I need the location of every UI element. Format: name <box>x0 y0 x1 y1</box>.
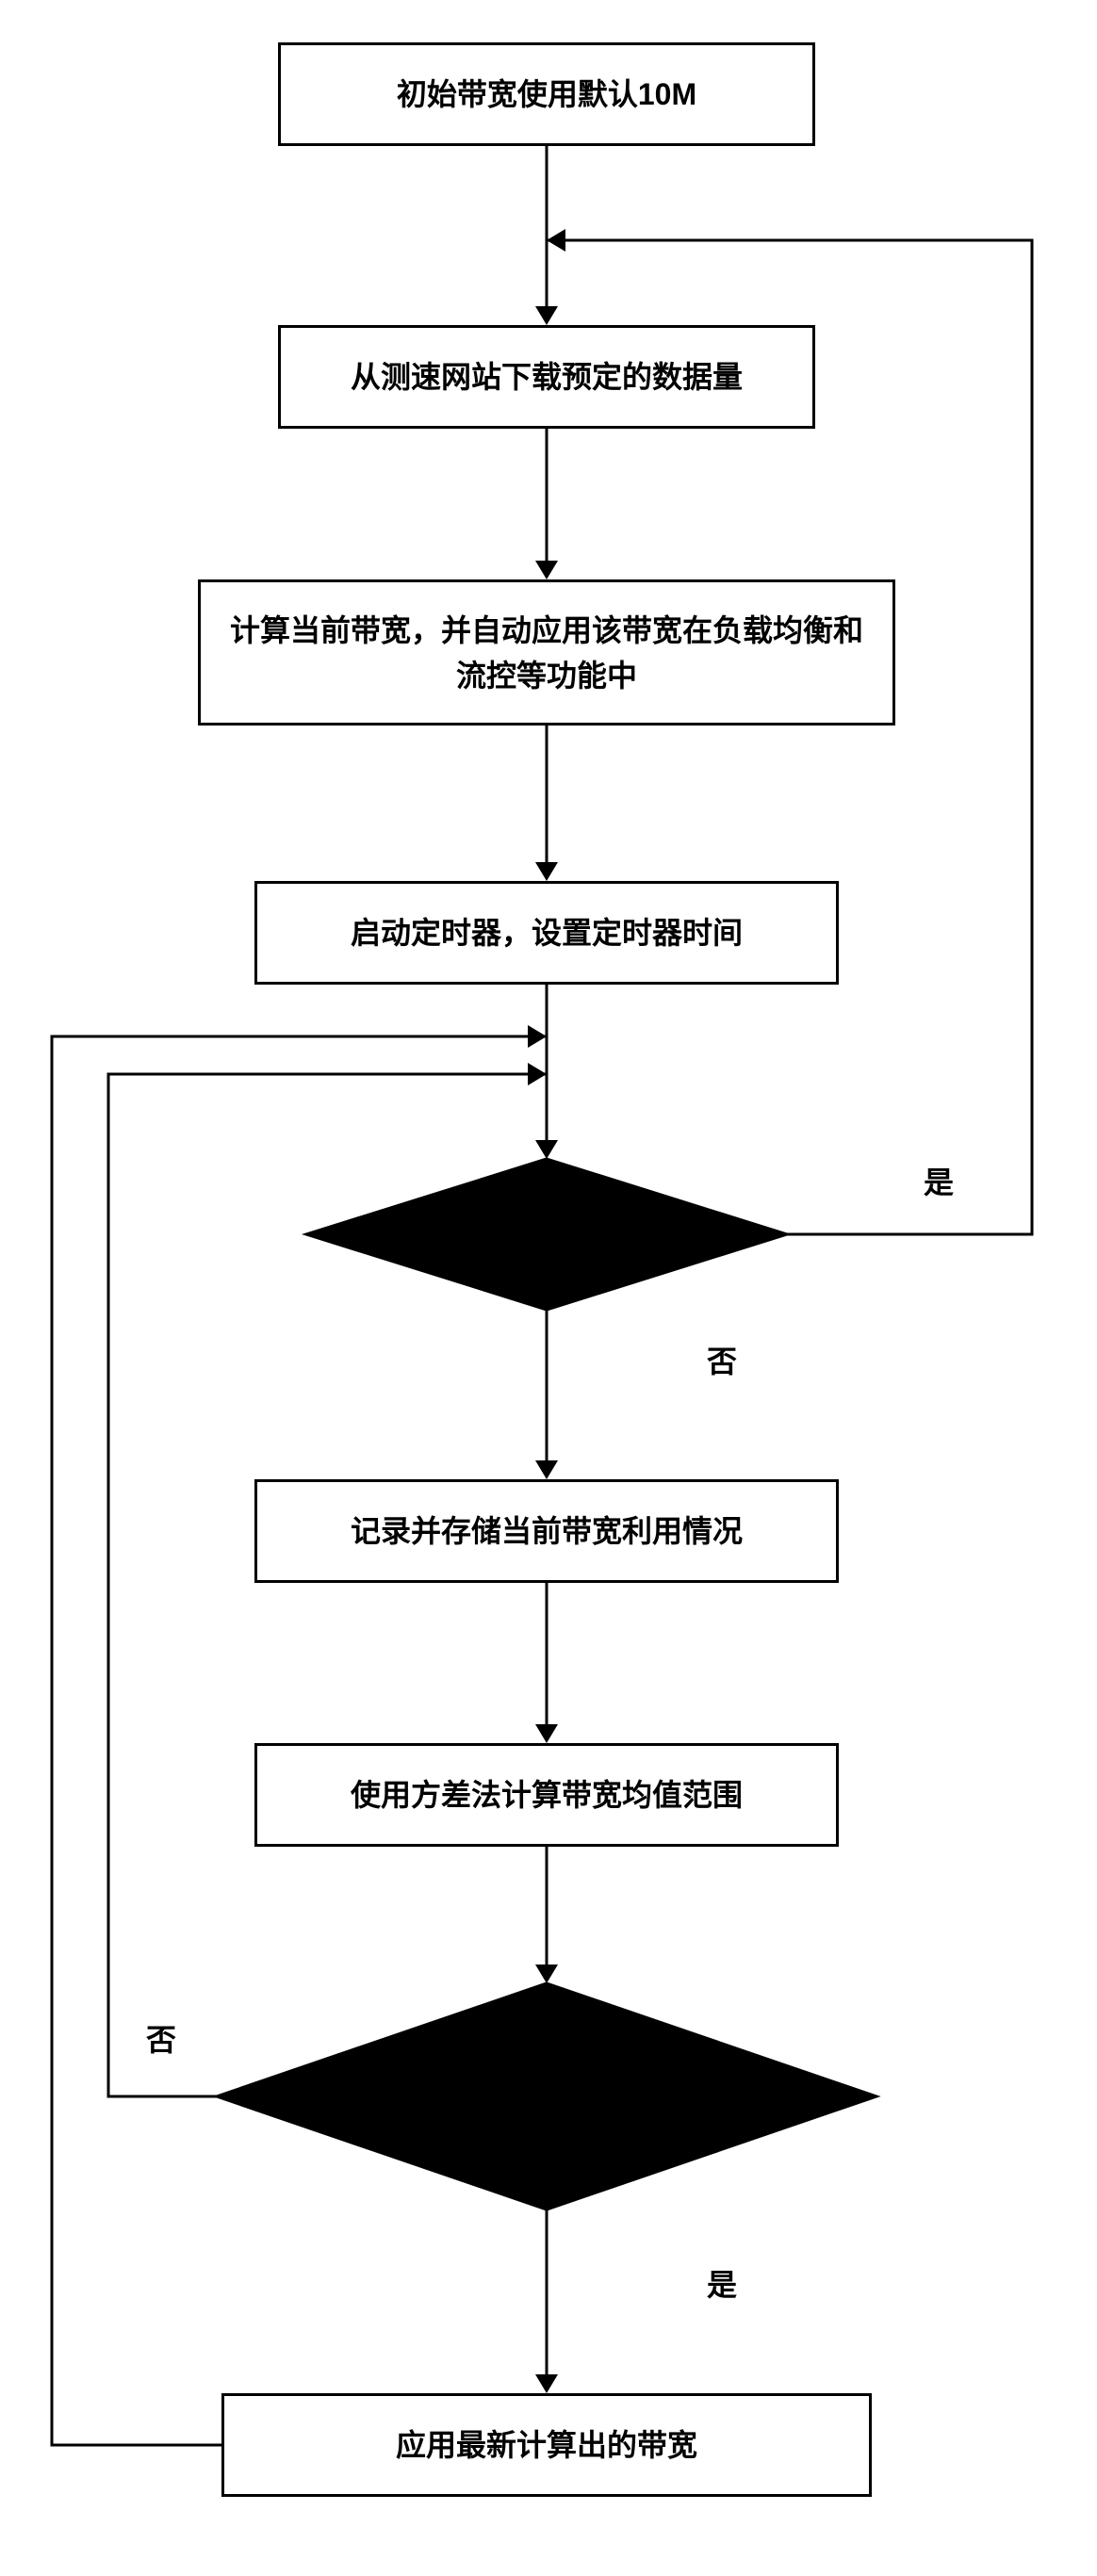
flowchart-container: 初始带宽使用默认10M 从测速网站下载预定的数据量 计算当前带宽，并自动应用该带… <box>0 0 1097 2576</box>
node-text: 使用方差法计算带宽均值范围 <box>351 1772 743 1818</box>
label-no-1: 否 <box>707 1338 737 1381</box>
decision-change: 新计算出的带宽相对目前应用带宽变化超过10% <box>217 1983 876 2209</box>
node-text: 是否到定时时间 <box>441 1214 652 1256</box>
node-text: 记录并存储当前带宽利用情况 <box>351 1508 743 1554</box>
node-download-data: 从测速网站下载预定的数据量 <box>278 325 815 429</box>
node-text: 应用最新计算出的带宽 <box>396 2422 697 2468</box>
label-yes-2: 是 <box>707 2261 737 2305</box>
node-text: 启动定时器，设置定时器时间 <box>351 910 743 955</box>
node-record-usage: 记录并存储当前带宽利用情况 <box>254 1479 839 1583</box>
label-yes-1: 是 <box>924 1159 954 1202</box>
node-initial-bandwidth: 初始带宽使用默认10M <box>278 42 815 146</box>
node-variance-calc: 使用方差法计算带宽均值范围 <box>254 1743 839 1847</box>
node-calc-bandwidth: 计算当前带宽，并自动应用该带宽在负载均衡和流控等功能中 <box>198 579 895 726</box>
node-text: 新计算出的带宽相对目前应用带宽变化超过10% <box>311 2054 782 2139</box>
node-text: 从测速网站下载预定的数据量 <box>351 354 743 399</box>
node-text: 初始带宽使用默认10M <box>397 72 696 117</box>
node-apply-bandwidth: 应用最新计算出的带宽 <box>221 2393 872 2497</box>
node-text: 计算当前带宽，并自动应用该带宽在负载均衡和流控等功能中 <box>229 608 864 698</box>
label-no-2: 否 <box>146 2016 176 2060</box>
node-start-timer: 启动定时器，设置定时器时间 <box>254 881 839 985</box>
decision-timer: 是否到定时时间 <box>306 1159 787 1310</box>
